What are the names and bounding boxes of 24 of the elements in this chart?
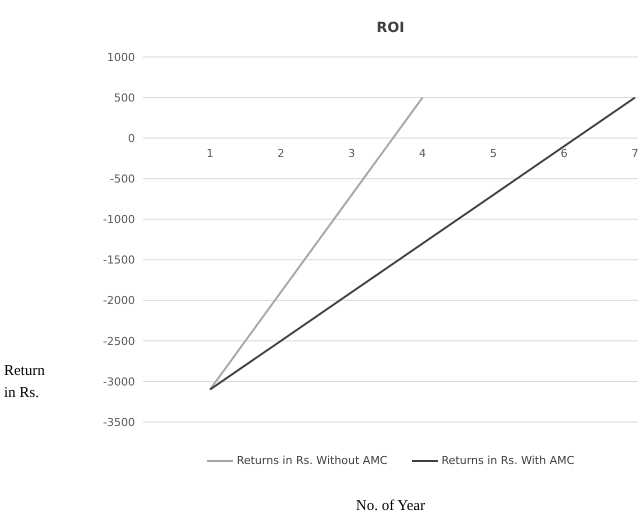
x-tick-label: 4 — [419, 147, 426, 160]
y-tick-label: -1000 — [103, 213, 135, 226]
y-tick-label: -3500 — [103, 416, 135, 429]
line-series — [209, 96, 424, 391]
x-tick-label: 6 — [560, 147, 568, 160]
y-tick-label: -3000 — [103, 375, 135, 388]
x-tick-label: 7 — [632, 147, 638, 160]
y-tick-label: -2000 — [103, 294, 135, 308]
y-tick-label: -2500 — [103, 334, 135, 348]
x-tick-label: 3 — [348, 147, 356, 160]
legend-label: Returns in Rs. Without AMC — [236, 454, 388, 467]
line-series — [209, 96, 636, 391]
y-tick-label: -1500 — [103, 254, 135, 267]
y-tick-label: 500 — [114, 91, 135, 104]
x-tick-label: 1 — [206, 147, 214, 160]
y-tick-label: 1000 — [107, 50, 135, 64]
legend-label: Returns in Rs. With AMC — [442, 454, 574, 467]
x-tick-label: 2 — [277, 147, 284, 160]
chart-title: ROI — [376, 20, 406, 36]
x-tick-label: 5 — [490, 147, 497, 160]
x-axis-title: No. of Year — [354, 498, 426, 515]
y-tick-label: 0 — [128, 132, 135, 146]
y-tick-label: -500 — [110, 172, 135, 186]
y-axis-title: Return in Rs. — [4, 362, 46, 403]
